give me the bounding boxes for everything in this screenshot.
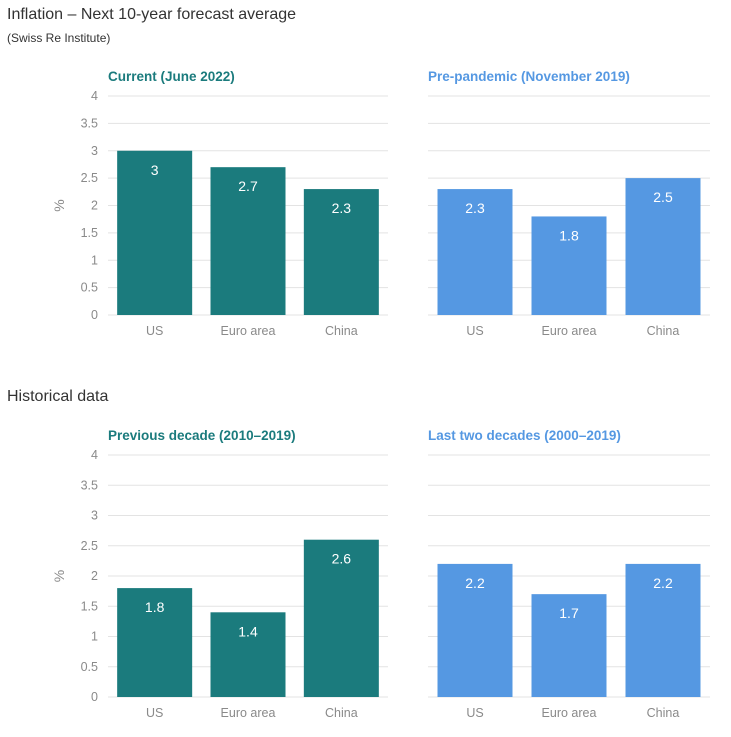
chart1-ytick-label: 3 [91, 144, 98, 158]
chart1-ytick-label: 1 [91, 253, 98, 267]
chart1-ytick-label: 4 [91, 89, 98, 103]
chart1-bar [303, 189, 379, 315]
chart1-category-label: China [325, 324, 358, 338]
chart2-bar [625, 178, 701, 315]
chart1-title: Current (June 2022) [108, 69, 235, 84]
chart3-ytick-label: 0 [91, 690, 98, 704]
chart1-ytick-label: 2 [91, 199, 98, 213]
chart1-bar [210, 167, 286, 315]
chart1-ytick-label: 2.5 [81, 171, 98, 185]
chart1-bar [117, 150, 193, 315]
chart3-bar [210, 612, 286, 697]
chart1-ytick-label: 0 [91, 308, 98, 322]
chart3-title: Previous decade (2010–2019) [108, 428, 296, 443]
chart3-ytick-label: 0.5 [81, 660, 98, 674]
chart3-data-label: 1.8 [145, 599, 165, 615]
chart4-title: Last two decades (2000–2019) [428, 428, 621, 443]
chart-subtitle: (Swiss Re Institute) [7, 31, 111, 45]
chart3-ytick-label: 1 [91, 630, 98, 644]
chart3-data-label: 2.6 [332, 551, 352, 567]
chart2-category-label: US [466, 324, 483, 338]
chart3-bar [117, 588, 193, 697]
chart1-ytick-label: 3.5 [81, 116, 98, 130]
chart4-bar [625, 563, 701, 697]
chart3-ylabel: % [51, 570, 67, 582]
chart1-category-label: Euro area [221, 324, 276, 338]
chart2-bar [437, 189, 513, 315]
chart2-data-label: 2.3 [465, 200, 485, 216]
chart3-ytick-label: 3.5 [81, 478, 98, 492]
chart2-category-label: China [647, 324, 680, 338]
chart1-ytick-label: 1.5 [81, 226, 98, 240]
chart3-category-label: US [146, 706, 163, 720]
chart2-data-label: 1.8 [559, 227, 579, 243]
chart4-data-label: 1.7 [559, 605, 579, 621]
chart3-ytick-label: 4 [91, 448, 98, 462]
chart-title: Inflation – Next 10-year forecast averag… [7, 6, 297, 23]
chart3-ytick-label: 2 [91, 569, 98, 583]
chart3-bar [303, 539, 379, 697]
chart3-data-label: 1.4 [238, 623, 258, 639]
chart4-bar [437, 563, 513, 697]
chart1-ytick-label: 0.5 [81, 281, 98, 295]
chart4-data-label: 2.2 [465, 575, 485, 591]
chart4-category-label: US [466, 706, 483, 720]
historical-section-title: Historical data [7, 388, 109, 405]
chart4-category-label: Euro area [542, 706, 597, 720]
chart2-bar [531, 216, 607, 315]
chart4-category-label: China [647, 706, 680, 720]
chart2-data-label: 2.5 [653, 189, 673, 205]
chart1-ylabel: % [51, 199, 67, 211]
chart4-data-label: 2.2 [653, 575, 673, 591]
chart3-category-label: Euro area [221, 706, 276, 720]
chart4-bar [531, 594, 607, 697]
chart3-category-label: China [325, 706, 358, 720]
chart3-ytick-label: 1.5 [81, 599, 98, 613]
chart1-data-label: 2.7 [238, 178, 258, 194]
chart1-data-label: 2.3 [332, 200, 352, 216]
chart1-category-label: US [146, 324, 163, 338]
chart3-ytick-label: 2.5 [81, 539, 98, 553]
chart1-data-label: 3 [151, 162, 159, 178]
chart2-category-label: Euro area [542, 324, 597, 338]
chart3-ytick-label: 3 [91, 509, 98, 523]
chart2-title: Pre-pandemic (November 2019) [428, 69, 630, 84]
